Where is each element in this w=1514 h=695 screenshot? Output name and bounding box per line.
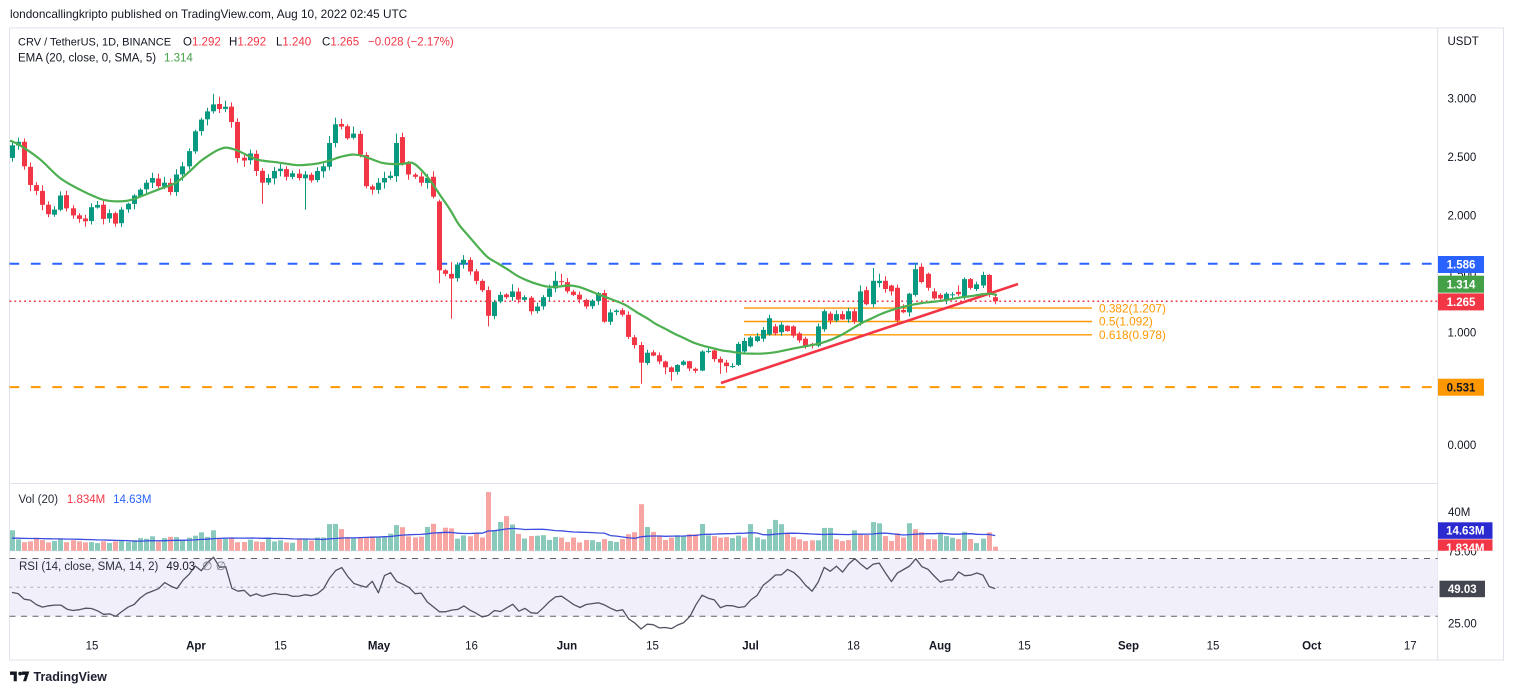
svg-text:EMA (20, close, 0, SMA, 5): EMA (20, close, 0, SMA, 5) [18, 53, 156, 65]
svg-text:0.382(1.207): 0.382(1.207) [1099, 301, 1166, 315]
svg-text:0.000: 0.000 [1448, 440, 1477, 452]
svg-text:Jun: Jun [557, 641, 577, 653]
svg-text:0.618(0.978): 0.618(0.978) [1099, 328, 1166, 342]
svg-text:14.63M: 14.63M [1446, 526, 1484, 538]
svg-text:L1.240: L1.240 [276, 36, 311, 48]
svg-text:TradingView: TradingView [34, 670, 108, 684]
svg-text:14.63M: 14.63M [113, 494, 151, 506]
svg-text:49.03: 49.03 [1448, 584, 1477, 596]
svg-text:1.834M: 1.834M [67, 494, 105, 506]
svg-text:3.000: 3.000 [1448, 94, 1477, 106]
svg-text:1.265: 1.265 [1447, 297, 1476, 309]
svg-text:Aug: Aug [929, 641, 951, 653]
svg-text:Oct: Oct [1302, 641, 1321, 653]
svg-text:0.531: 0.531 [1447, 382, 1476, 394]
svg-text:40M: 40M [1448, 507, 1470, 519]
svg-text:25.00: 25.00 [1448, 618, 1477, 630]
svg-text:1.314: 1.314 [1447, 279, 1476, 291]
svg-text:May: May [368, 641, 391, 653]
svg-text:H1.292: H1.292 [229, 36, 266, 48]
svg-text:1.834M: 1.834M [1446, 543, 1484, 555]
svg-text:−0.028 (−2.17%): −0.028 (−2.17%) [368, 36, 454, 48]
svg-text:∅ ∅: ∅ ∅ [202, 559, 226, 573]
svg-text:0.5(1.092): 0.5(1.092) [1099, 315, 1153, 329]
svg-text:17: 17 [1404, 641, 1417, 653]
svg-text:Sep: Sep [1118, 641, 1139, 653]
svg-text:USDT: USDT [1448, 36, 1479, 48]
svg-text:15: 15 [1207, 641, 1220, 653]
svg-text:1.000: 1.000 [1448, 327, 1477, 339]
svg-text:O1.292: O1.292 [183, 36, 221, 48]
svg-text:49.03: 49.03 [166, 561, 195, 573]
svg-text:16: 16 [465, 641, 478, 653]
svg-text:C1.265: C1.265 [322, 36, 359, 48]
svg-text:1.314: 1.314 [164, 53, 193, 65]
svg-text:CRV / TetherUS, 1D, BINANCE: CRV / TetherUS, 1D, BINANCE [18, 36, 171, 48]
svg-text:2.500: 2.500 [1448, 152, 1477, 164]
svg-text:15: 15 [86, 641, 99, 653]
svg-text:Jul: Jul [742, 641, 759, 653]
svg-text:Apr: Apr [186, 641, 206, 653]
svg-text:18: 18 [847, 641, 860, 653]
svg-text:1.586: 1.586 [1447, 260, 1476, 272]
svg-text:RSI (14, close, SMA, 14, 2): RSI (14, close, SMA, 14, 2) [19, 561, 159, 573]
svg-text:15: 15 [1018, 641, 1031, 653]
svg-text:15: 15 [274, 641, 287, 653]
svg-text:15: 15 [646, 641, 659, 653]
svg-text:Vol (20): Vol (20) [19, 494, 59, 506]
svg-text:2.000: 2.000 [1448, 211, 1477, 223]
